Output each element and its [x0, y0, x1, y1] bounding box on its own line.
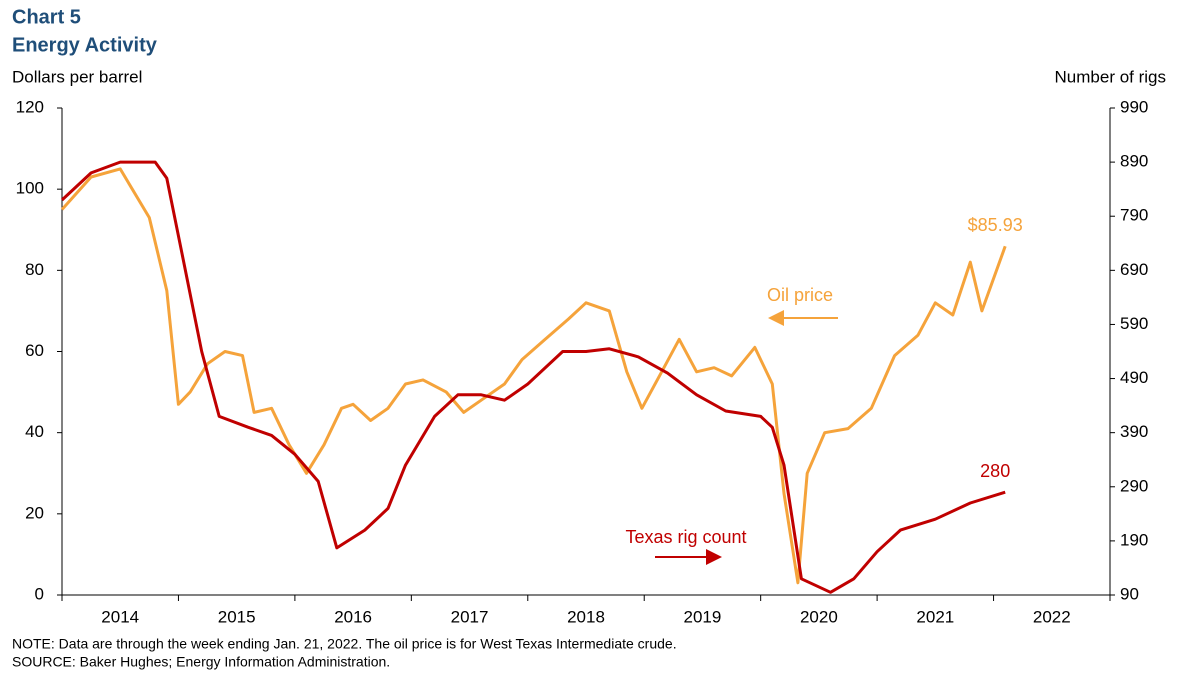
- y-tick-label: 120: [16, 97, 44, 116]
- legend-label: Texas rig count: [625, 527, 746, 547]
- y2-tick-label: 390: [1120, 422, 1148, 441]
- x-tick-label: 2022: [1033, 607, 1071, 626]
- data-label: $85.93: [968, 215, 1023, 235]
- y2-tick-label: 190: [1120, 530, 1148, 549]
- x-tick-label: 2014: [101, 607, 139, 626]
- y2-tick-label: 990: [1120, 97, 1148, 116]
- y-tick-label: 0: [35, 584, 44, 603]
- x-tick-label: 2020: [800, 607, 838, 626]
- y2-tick-label: 90: [1120, 584, 1139, 603]
- series-line: [60, 167, 1007, 585]
- x-tick-label: 2021: [916, 607, 954, 626]
- y2-tick-label: 890: [1120, 152, 1148, 171]
- y-tick-label: 40: [25, 422, 44, 441]
- chart-title: Chart 5: [12, 6, 81, 28]
- series-line: [60, 160, 1006, 594]
- y-tick-label: 80: [25, 260, 44, 279]
- x-tick-label: 2018: [567, 607, 605, 626]
- source: SOURCE: Baker Hughes; Energy Information…: [12, 654, 390, 670]
- chart-subtitle: Energy Activity: [12, 34, 158, 56]
- y2-tick-label: 490: [1120, 368, 1148, 387]
- x-tick-label: 2019: [684, 607, 722, 626]
- legend-label: Oil price: [767, 285, 833, 305]
- note: NOTE: Data are through the week ending J…: [12, 636, 677, 652]
- x-tick-label: 2015: [218, 607, 256, 626]
- y2-tick-label: 590: [1120, 314, 1148, 333]
- y-tick-label: 60: [25, 341, 44, 360]
- y2-tick-label: 690: [1120, 260, 1148, 279]
- y2-tick-label: 290: [1120, 476, 1148, 495]
- y2-axis-title: Number of rigs: [1055, 67, 1166, 86]
- y-axis-title: Dollars per barrel: [12, 67, 142, 86]
- data-label: 280: [980, 461, 1010, 481]
- y2-tick-label: 790: [1120, 206, 1148, 225]
- y-tick-label: 100: [16, 179, 44, 198]
- x-tick-label: 2016: [334, 607, 372, 626]
- x-tick-label: 2017: [451, 607, 489, 626]
- y-tick-label: 20: [25, 503, 44, 522]
